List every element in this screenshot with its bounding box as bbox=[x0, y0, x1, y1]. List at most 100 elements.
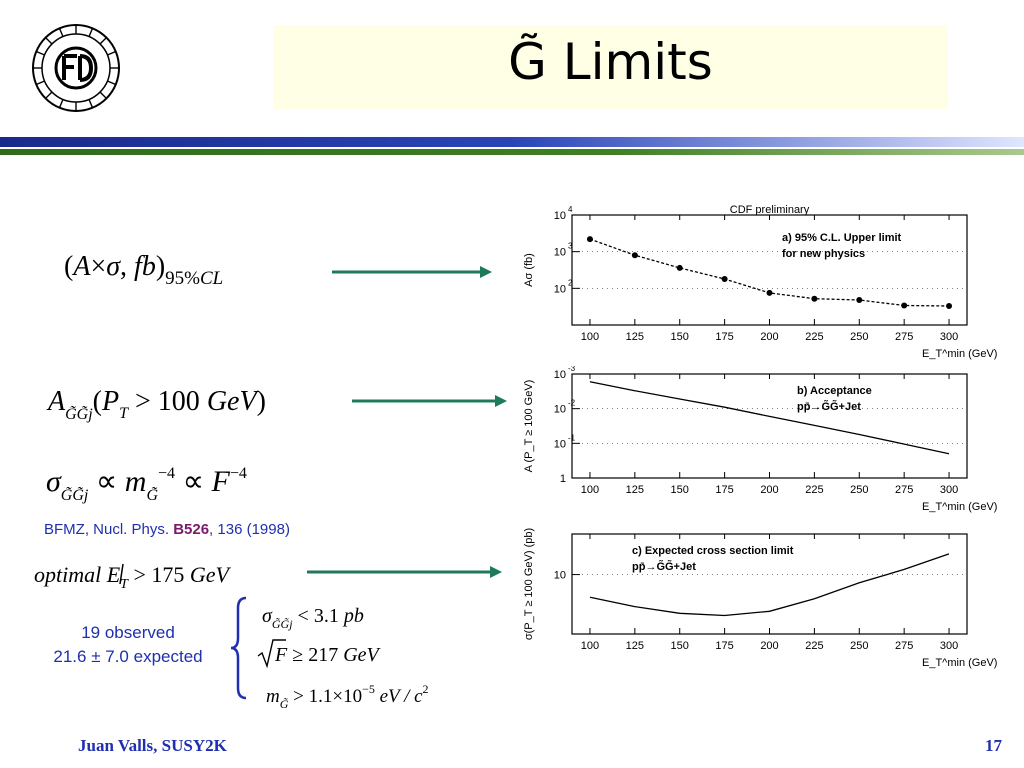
result-mass-limit: mG̃ > 1.1×10−5 eV / c2 bbox=[266, 682, 429, 711]
x-axis-label: E_T^min (GeV) bbox=[922, 657, 997, 669]
x-tick-label: 225 bbox=[805, 331, 823, 343]
legend-entry: b) Acceptance bbox=[797, 385, 872, 397]
y-tick-exponent: -2 bbox=[568, 399, 576, 408]
x-tick-label: 300 bbox=[940, 640, 958, 652]
data-point bbox=[856, 297, 863, 304]
x-tick-label: 300 bbox=[940, 331, 958, 343]
chart-title: CDF preliminary bbox=[730, 204, 810, 216]
x-tick-label: 150 bbox=[671, 484, 689, 496]
expected-count: 21.6 ± 7.0 expected bbox=[53, 647, 203, 666]
x-tick-label: 250 bbox=[850, 640, 868, 652]
y-tick-label: 10 bbox=[554, 247, 566, 259]
fermilab-logo bbox=[32, 24, 120, 112]
y-tick-label: 10 bbox=[554, 210, 566, 222]
svg-text:mG̃ > 1.1×10−5 eV / c2: mG̃ > 1.1×10−5 eV / c2 bbox=[266, 682, 429, 711]
result-sigma-limit: σG̃G̃j < 3.1 pb bbox=[262, 605, 364, 631]
formula-acceptance: AG̃G̃j(PT > 100 GeV) bbox=[46, 386, 266, 423]
x-tick-label: 175 bbox=[715, 640, 733, 652]
x-tick-label: 125 bbox=[626, 640, 644, 652]
arrow-to-plot-a bbox=[332, 266, 492, 278]
page-number: 17 bbox=[985, 736, 1002, 755]
svg-text:AG̃G̃j(PT > 100 GeV): AG̃G̃j(PT > 100 GeV) bbox=[46, 386, 266, 423]
formula-cross-section-limit: (A×σ, fb)95%CL bbox=[64, 251, 223, 289]
slide-title: G̃ Limits bbox=[508, 33, 713, 91]
x-tick-label: 150 bbox=[671, 640, 689, 652]
y-axis-label: σ(P_T ≥ 100 GeV) (pb) bbox=[523, 528, 535, 640]
plot-c-expected-limit: 100 125 150 175 200 225 250 275 300 10 E_T^min (Ge… bbox=[523, 528, 997, 669]
x-tick-label: 175 bbox=[715, 484, 733, 496]
arrow-to-plot-c bbox=[307, 566, 502, 578]
x-tick-label: 200 bbox=[760, 331, 778, 343]
x-axis-label: E_T^min (GeV) bbox=[922, 501, 997, 513]
data-point bbox=[586, 236, 593, 243]
x-tick-label: 200 bbox=[760, 640, 778, 652]
curly-brace bbox=[230, 596, 247, 700]
x-tick-label: 225 bbox=[805, 484, 823, 496]
observed-count: 19 observed bbox=[81, 623, 175, 642]
data-point bbox=[766, 289, 773, 296]
svg-text:σG̃G̃j ∝ mG̃−4 ∝ F−4: σG̃G̃j ∝ mG̃−4 ∝ F−4 bbox=[46, 465, 247, 504]
x-tick-label: 125 bbox=[626, 484, 644, 496]
data-point bbox=[901, 302, 908, 309]
x-tick-label: 250 bbox=[850, 331, 868, 343]
data-point bbox=[946, 302, 953, 309]
legend-entry: c) Expected cross section limit bbox=[632, 545, 794, 557]
series-line bbox=[589, 238, 950, 307]
reference-volume: B526 bbox=[173, 521, 210, 538]
event-counts: 19 observed 21.6 ± 7.0 expected bbox=[28, 621, 228, 669]
data-point bbox=[676, 264, 683, 271]
svg-text:(A×σ, fb)95%CL: (A×σ, fb)95%CL bbox=[64, 251, 223, 289]
y-axis-label: A (P_T ≥ 100 GeV) bbox=[523, 380, 535, 473]
svg-text:F ≥ 217 GeV: F ≥ 217 GeV bbox=[274, 644, 382, 666]
header-rule-green bbox=[0, 149, 1024, 155]
y-tick-exponent: -1 bbox=[568, 433, 576, 442]
data-point bbox=[631, 252, 638, 259]
x-tick-label: 300 bbox=[940, 484, 958, 496]
title-box: G̃ Limits bbox=[273, 25, 948, 109]
reference-prefix: BFMZ, Nucl. Phys. bbox=[44, 521, 174, 538]
reference-citation: BFMZ, Nucl. Phys. B526, 136 (1998) bbox=[44, 521, 290, 538]
plot-a-upper-limit: 100 125 150 175 200 225 250 275 300102103104E_T^… bbox=[523, 204, 997, 360]
x-tick-label: 100 bbox=[581, 331, 599, 343]
x-tick-label: 275 bbox=[895, 640, 913, 652]
y-tick-label: 1 bbox=[560, 473, 566, 485]
x-tick-label: 225 bbox=[805, 640, 823, 652]
y-tick-label: 10 bbox=[554, 570, 566, 582]
y-tick-label: 10 bbox=[554, 283, 566, 295]
y-axis-label: Aσ (fb) bbox=[523, 253, 535, 287]
x-tick-label: 200 bbox=[760, 484, 778, 496]
y-tick-exponent: 2 bbox=[568, 278, 573, 287]
y-tick-exponent: 4 bbox=[568, 205, 573, 214]
data-point bbox=[721, 275, 728, 282]
formula-proportionality: σG̃G̃j ∝ mG̃−4 ∝ F−4 bbox=[46, 465, 247, 504]
legend-entry: for new physics bbox=[782, 248, 865, 260]
x-tick-label: 150 bbox=[671, 331, 689, 343]
x-axis-label: E_T^min (GeV) bbox=[922, 348, 997, 360]
x-tick-label: 100 bbox=[581, 640, 599, 652]
plot-frame bbox=[571, 214, 968, 326]
series-line bbox=[589, 381, 950, 455]
header-rule-blue bbox=[0, 137, 1024, 147]
x-tick-label: 275 bbox=[895, 484, 913, 496]
y-tick-label: 10 bbox=[554, 404, 566, 416]
legend-entry: pp̄→G̃G̃+Jet bbox=[797, 400, 861, 413]
x-tick-label: 275 bbox=[895, 331, 913, 343]
y-tick-exponent: 3 bbox=[568, 242, 573, 251]
x-tick-label: 100 bbox=[581, 484, 599, 496]
reference-suffix: , 136 (1998) bbox=[209, 521, 290, 538]
legend-entry: a) 95% C.L. Upper limit bbox=[782, 232, 902, 244]
series-line bbox=[589, 553, 950, 617]
arrow-to-plot-b bbox=[352, 395, 507, 407]
svg-text:σG̃G̃j < 3.1 pb: σG̃G̃j < 3.1 pb bbox=[262, 605, 364, 631]
data-point bbox=[811, 295, 818, 302]
x-tick-label: 125 bbox=[626, 331, 644, 343]
y-tick-label: 10 bbox=[554, 438, 566, 450]
y-tick-exponent: -3 bbox=[568, 366, 576, 373]
y-tick-label: 10 bbox=[554, 369, 566, 381]
svg-text:optimal ET > 175 GeV: optimal ET > 175 GeV bbox=[34, 562, 232, 592]
x-tick-label: 175 bbox=[715, 331, 733, 343]
result-sqrtF-limit: F ≥ 217 GeV bbox=[257, 639, 382, 669]
formula-optimal-et: optimal ET > 175 GeV bbox=[34, 562, 232, 592]
plot-b-acceptance: 100 125 150 175 200 225 250 275 300110-110-210-3… bbox=[523, 366, 997, 513]
footer-author: Juan Valls, SUSY2K bbox=[78, 736, 227, 755]
